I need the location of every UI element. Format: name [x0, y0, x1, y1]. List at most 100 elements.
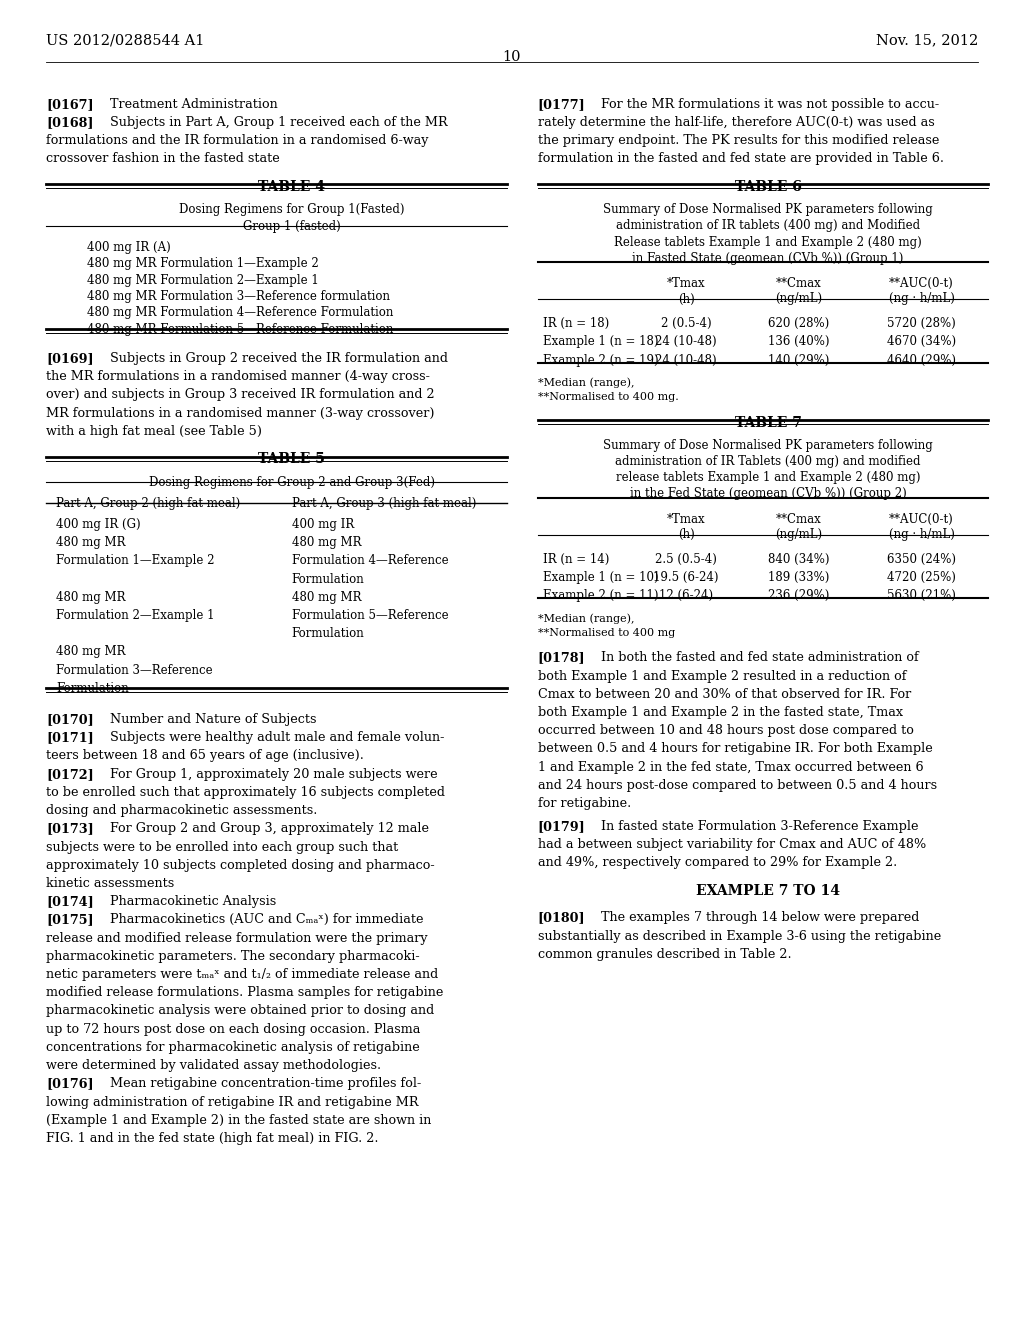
- Text: 480 mg MR Formulation 4—Reference Formulation: 480 mg MR Formulation 4—Reference Formul…: [87, 306, 393, 319]
- Text: [0167]: [0167]: [46, 98, 94, 111]
- Text: administration of IR tablets (400 mg) and Modified: administration of IR tablets (400 mg) an…: [616, 219, 920, 232]
- Text: 19.5 (6-24): 19.5 (6-24): [653, 572, 719, 585]
- Text: 10: 10: [503, 50, 521, 65]
- Text: [0176]: [0176]: [46, 1077, 94, 1090]
- Text: 236 (29%): 236 (29%): [768, 589, 829, 602]
- Text: 24 (10-48): 24 (10-48): [655, 354, 717, 367]
- Text: 480 mg MR Formulation 3—Reference formulation: 480 mg MR Formulation 3—Reference formul…: [87, 290, 390, 304]
- Text: the primary endpoint. The PK results for this modified release: the primary endpoint. The PK results for…: [538, 135, 939, 147]
- Text: US 2012/0288544 A1: US 2012/0288544 A1: [46, 33, 205, 48]
- Text: FIG. 1 and in the fed state (high fat meal) in FIG. 2.: FIG. 1 and in the fed state (high fat me…: [46, 1133, 379, 1144]
- Text: [0169]: [0169]: [46, 352, 94, 366]
- Text: 480 mg MR: 480 mg MR: [56, 536, 126, 549]
- Text: For the MR formulations it was not possible to accu-: For the MR formulations it was not possi…: [601, 98, 939, 111]
- Text: Mean retigabine concentration-time profiles fol-: Mean retigabine concentration-time profi…: [110, 1077, 421, 1090]
- Text: 480 mg MR: 480 mg MR: [56, 645, 126, 659]
- Text: Release tablets Example 1 and Example 2 (480 mg): Release tablets Example 1 and Example 2 …: [614, 235, 922, 248]
- Text: Part A, Group 2 (high fat meal): Part A, Group 2 (high fat meal): [56, 498, 241, 510]
- Text: crossover fashion in the fasted state: crossover fashion in the fasted state: [46, 152, 280, 165]
- Text: Formulation 1—Example 2: Formulation 1—Example 2: [56, 554, 215, 568]
- Text: the MR formulations in a randomised manner (4-way cross-: the MR formulations in a randomised mann…: [46, 371, 430, 383]
- Text: In both the fasted and fed state administration of: In both the fasted and fed state adminis…: [601, 651, 919, 664]
- Text: The examples 7 through 14 below were prepared: The examples 7 through 14 below were pre…: [601, 911, 920, 924]
- Text: 5630 (21%): 5630 (21%): [887, 589, 956, 602]
- Text: (h): (h): [678, 293, 694, 305]
- Text: [0180]: [0180]: [538, 911, 586, 924]
- Text: over) and subjects in Group 3 received IR formulation and 2: over) and subjects in Group 3 received I…: [46, 388, 435, 401]
- Text: Example 1 (n = 10): Example 1 (n = 10): [543, 572, 658, 585]
- Text: 136 (40%): 136 (40%): [768, 335, 829, 348]
- Text: common granules described in Table 2.: common granules described in Table 2.: [538, 948, 792, 961]
- Text: kinetic assessments: kinetic assessments: [46, 876, 174, 890]
- Text: Formulation: Formulation: [292, 627, 365, 640]
- Text: Pharmacokinetics (AUC and Cₘₐˣ) for immediate: Pharmacokinetics (AUC and Cₘₐˣ) for imme…: [110, 913, 423, 927]
- Text: Summary of Dose Normalised PK parameters following: Summary of Dose Normalised PK parameters…: [603, 440, 933, 453]
- Text: EXAMPLE 7 TO 14: EXAMPLE 7 TO 14: [696, 884, 840, 898]
- Text: both Example 1 and Example 2 in the fasted state, Tmax: both Example 1 and Example 2 in the fast…: [538, 706, 903, 719]
- Text: [0170]: [0170]: [46, 713, 94, 726]
- Text: 2.5 (0.5-4): 2.5 (0.5-4): [655, 553, 717, 566]
- Text: Formulation: Formulation: [56, 682, 129, 694]
- Text: Formulation: Formulation: [292, 573, 365, 586]
- Text: up to 72 hours post dose on each dosing occasion. Plasma: up to 72 hours post dose on each dosing …: [46, 1023, 421, 1036]
- Text: 4670 (34%): 4670 (34%): [887, 335, 956, 348]
- Text: and 24 hours post-dose compared to between 0.5 and 4 hours: and 24 hours post-dose compared to betwe…: [538, 779, 937, 792]
- Text: formulation in the fasted and fed state are provided in Table 6.: formulation in the fasted and fed state …: [538, 152, 943, 165]
- Text: 12 (6-24): 12 (6-24): [659, 589, 713, 602]
- Text: Subjects in Group 2 received the IR formulation and: Subjects in Group 2 received the IR form…: [110, 352, 447, 366]
- Text: For Group 1, approximately 20 male subjects were: For Group 1, approximately 20 male subje…: [110, 768, 437, 780]
- Text: had a between subject variability for Cmax and AUC of 48%: had a between subject variability for Cm…: [538, 838, 926, 851]
- Text: [0178]: [0178]: [538, 651, 586, 664]
- Text: and 49%, respectively compared to 29% for Example 2.: and 49%, respectively compared to 29% fo…: [538, 857, 897, 870]
- Text: (ng/mL): (ng/mL): [775, 293, 822, 305]
- Text: concentrations for pharmacokinetic analysis of retigabine: concentrations for pharmacokinetic analy…: [46, 1041, 420, 1053]
- Text: [0177]: [0177]: [538, 98, 586, 111]
- Text: to be enrolled such that approximately 16 subjects completed: to be enrolled such that approximately 1…: [46, 785, 445, 799]
- Text: MR formulations in a randomised manner (3-way crossover): MR formulations in a randomised manner (…: [46, 407, 434, 420]
- Text: 400 mg IR: 400 mg IR: [292, 517, 354, 531]
- Text: 400 mg IR (A): 400 mg IR (A): [87, 240, 171, 253]
- Text: TABLE 5: TABLE 5: [258, 453, 326, 466]
- Text: [0168]: [0168]: [46, 116, 93, 129]
- Text: in Fasted State (geomean (CVb %)) (Group 1): in Fasted State (geomean (CVb %)) (Group…: [632, 252, 904, 264]
- Text: **Cmax: **Cmax: [776, 277, 821, 290]
- Text: *Median (range),: *Median (range),: [538, 612, 634, 623]
- Text: Example 2 (n = 11): Example 2 (n = 11): [543, 589, 658, 602]
- Text: for retigabine.: for retigabine.: [538, 797, 631, 810]
- Text: Formulation 4—Reference: Formulation 4—Reference: [292, 554, 449, 568]
- Text: Formulation 3—Reference: Formulation 3—Reference: [56, 664, 213, 677]
- Text: Cmax to between 20 and 30% of that observed for IR. For: Cmax to between 20 and 30% of that obser…: [538, 688, 911, 701]
- Text: 480 mg MR Formulation 5—Reference Formulation: 480 mg MR Formulation 5—Reference Formul…: [87, 323, 393, 335]
- Text: Example 1 (n = 18): Example 1 (n = 18): [543, 335, 658, 348]
- Text: [0173]: [0173]: [46, 822, 94, 836]
- Text: **Cmax: **Cmax: [776, 512, 821, 525]
- Text: release and modified release formulation were the primary: release and modified release formulation…: [46, 932, 428, 945]
- Text: lowing administration of retigabine IR and retigabine MR: lowing administration of retigabine IR a…: [46, 1096, 419, 1109]
- Text: 480 mg MR: 480 mg MR: [56, 591, 126, 603]
- Text: occurred between 10 and 48 hours post dose compared to: occurred between 10 and 48 hours post do…: [538, 725, 913, 738]
- Text: 840 (34%): 840 (34%): [768, 553, 829, 566]
- Text: Dosing Regimens for Group 1(Fasted): Dosing Regimens for Group 1(Fasted): [179, 203, 404, 216]
- Text: with a high fat meal (see Table 5): with a high fat meal (see Table 5): [46, 425, 262, 438]
- Text: pharmacokinetic analysis were obtained prior to dosing and: pharmacokinetic analysis were obtained p…: [46, 1005, 434, 1018]
- Text: [0171]: [0171]: [46, 731, 94, 744]
- Text: Treatment Administration: Treatment Administration: [110, 98, 278, 111]
- Text: [0179]: [0179]: [538, 820, 586, 833]
- Text: 480 mg MR Formulation 2—Example 1: 480 mg MR Formulation 2—Example 1: [87, 273, 318, 286]
- Text: (ng · h/mL): (ng · h/mL): [889, 528, 954, 541]
- Text: Nov. 15, 2012: Nov. 15, 2012: [876, 33, 978, 48]
- Text: in the Fed State (geomean (CVb %)) (Group 2): in the Fed State (geomean (CVb %)) (Grou…: [630, 487, 906, 500]
- Text: *Tmax: *Tmax: [667, 277, 706, 290]
- Text: TABLE 4: TABLE 4: [258, 180, 326, 194]
- Text: were determined by validated assay methodologies.: were determined by validated assay metho…: [46, 1059, 381, 1072]
- Text: Summary of Dose Normalised PK parameters following: Summary of Dose Normalised PK parameters…: [603, 203, 933, 216]
- Text: Part A, Group 3 (high fat meal): Part A, Group 3 (high fat meal): [292, 498, 476, 510]
- Text: modified release formulations. Plasma samples for retigabine: modified release formulations. Plasma sa…: [46, 986, 443, 999]
- Text: IR (n = 18): IR (n = 18): [543, 317, 609, 330]
- Text: teers between 18 and 65 years of age (inclusive).: teers between 18 and 65 years of age (in…: [46, 750, 364, 763]
- Text: Dosing Regimens for Group 2 and Group 3(Fed): Dosing Regimens for Group 2 and Group 3(…: [148, 477, 435, 488]
- Text: 480 mg MR Formulation 1—Example 2: 480 mg MR Formulation 1—Example 2: [87, 257, 318, 271]
- Text: TABLE 7: TABLE 7: [734, 416, 802, 429]
- Text: **AUC(0-t): **AUC(0-t): [889, 512, 954, 525]
- Text: formulations and the IR formulation in a randomised 6-way: formulations and the IR formulation in a…: [46, 135, 429, 147]
